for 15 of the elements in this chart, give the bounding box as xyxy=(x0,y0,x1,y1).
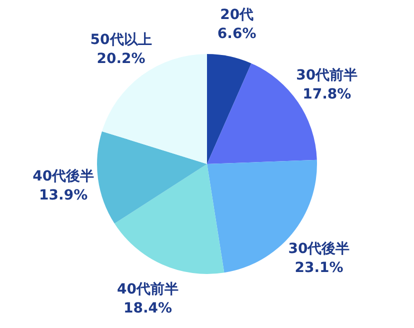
slice-label: 30代後半 xyxy=(288,241,350,258)
pie-slice xyxy=(207,54,252,164)
slice-label: 30代前半 xyxy=(296,68,358,84)
slice-label: 40代前半 xyxy=(117,281,178,298)
pie-slice xyxy=(114,164,224,274)
data-label: 17.8% xyxy=(302,86,352,102)
data-label: 13.9% xyxy=(39,188,88,204)
data-label: 23.1% xyxy=(294,260,344,276)
data-label: 18.4% xyxy=(123,300,172,316)
slice-label: 40代後半 xyxy=(32,168,94,185)
data-label: 6.6% xyxy=(217,26,256,42)
pie-slice xyxy=(97,131,207,224)
slice-label: 20代 xyxy=(220,7,254,24)
slice-label: 50代以上 xyxy=(90,32,152,48)
data-label: 20.2% xyxy=(96,51,146,68)
